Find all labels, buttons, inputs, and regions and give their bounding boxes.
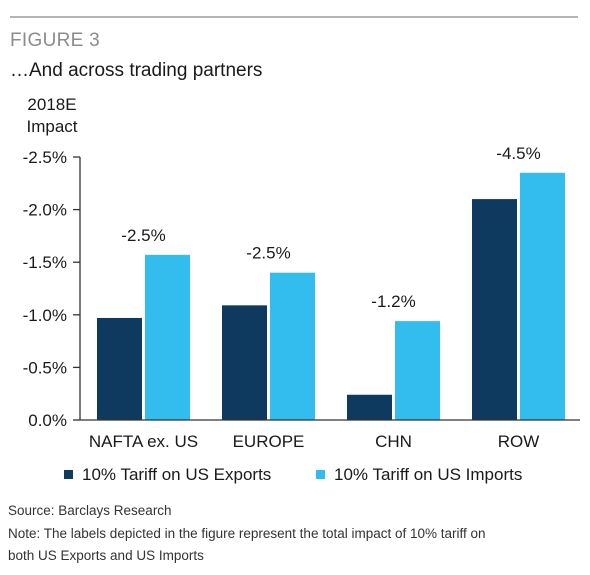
source-text: Source: Barclays Research [8,503,172,518]
legend-label: 10% Tariff on US Exports [82,465,271,484]
note-line-1: Note: The labels depicted in the figure … [8,526,486,541]
figure-title: …And across trading partners [10,60,263,81]
top-rule [10,16,578,18]
note-line-2: both US Exports and US Imports [8,548,204,563]
y-axis-ticks: 0.0% -0.5% -1.0% -1.5% -2.0% -2.5% [23,148,81,430]
x-tick-label: NAFTA ex. US [89,432,198,451]
bar-imports [270,272,315,420]
y-tick-label: 0.0% [28,411,67,430]
legend-label: 10% Tariff on US Imports [334,465,522,484]
legend-swatch [316,470,325,479]
x-tick-label: CHN [375,432,412,451]
y-tick-label: -2.5% [23,148,67,167]
x-tick-label: EUROPE [233,432,305,451]
bars [97,172,565,420]
figure-label: FIGURE 3 [10,30,101,51]
y-axis-label: 2018E Impact [26,95,77,136]
bar-exports [472,199,517,420]
x-tick-label: ROW [498,432,540,451]
y-axis-label-line: 2018E [27,95,76,114]
y-tick-label: -1.5% [23,253,67,272]
total-label: -2.5% [246,244,290,263]
bar-exports [97,317,142,420]
legend-swatch [64,470,73,479]
bar-exports [347,394,392,420]
total-label: -4.5% [496,144,540,163]
bar-imports [520,172,565,420]
total-label: -2.5% [121,226,165,245]
total-label: -1.2% [371,292,415,311]
bar-imports [395,321,440,420]
y-tick-label: -2.0% [23,201,67,220]
bar-imports [145,254,190,420]
y-tick-label: -0.5% [23,358,67,377]
x-axis: NAFTA ex. US EUROPE CHN ROW [80,419,580,451]
y-tick-label: -1.0% [23,306,67,325]
y-axis-label-line: Impact [26,117,77,136]
total-labels: -2.5% -2.5% -1.2% -4.5% [121,144,540,311]
bar-chart: 2018E Impact 0.0% -0.5% -1.0% -1.5% -2.0% -2.5… [23,95,580,484]
legend: 10% Tariff on US Exports 10% Tariff on US… [64,465,522,484]
bar-exports [222,305,267,420]
